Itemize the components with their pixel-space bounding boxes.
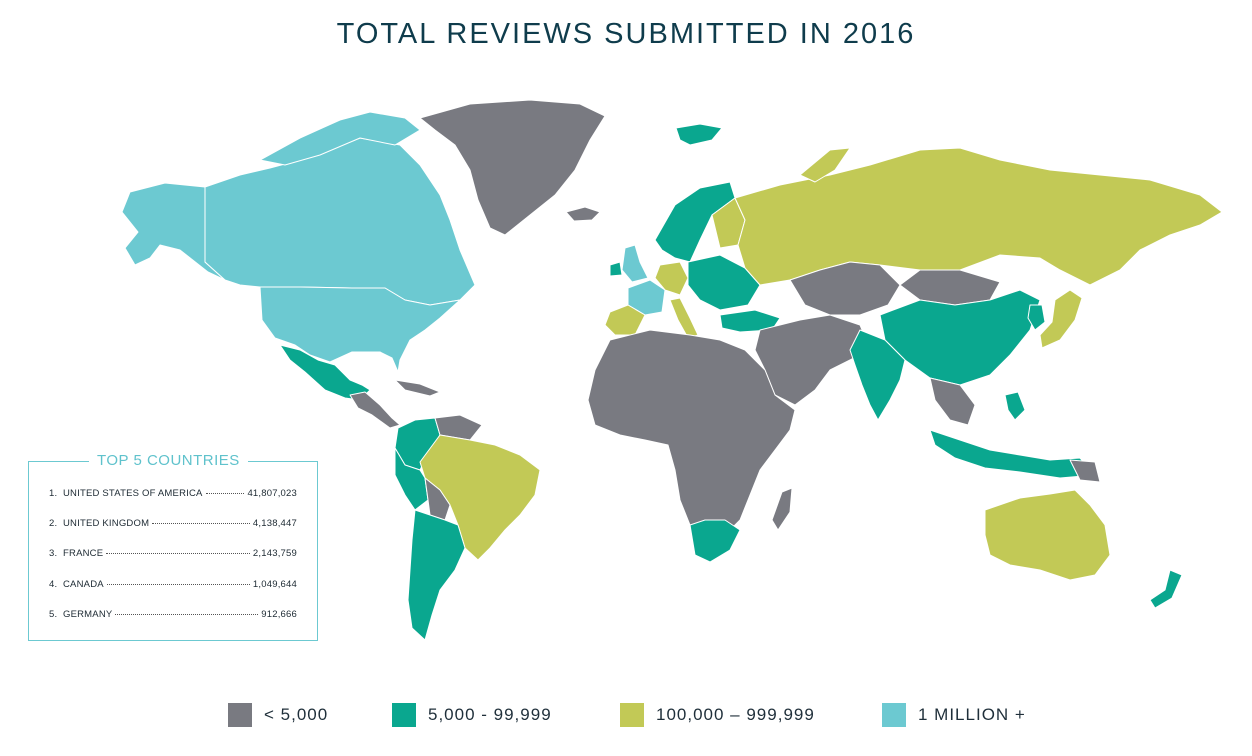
region-central-america [349,391,401,429]
row-value: 41,807,023 [247,488,297,499]
row-rank: 3. [49,548,58,559]
row-leader-dots [115,614,259,615]
region-china [879,289,1041,386]
region-argentina [407,509,466,641]
legend-label: 100,000 – 999,999 [656,705,815,724]
region-japan [1039,289,1083,349]
legend-swatch [228,703,252,727]
region-ireland [609,261,623,277]
legend-swatch [392,703,416,727]
region-greenland [419,99,606,236]
row-country: FRANCE [63,548,104,559]
region-south-africa [689,519,741,563]
row-country: UNITED STATES OF AMERICA [63,488,203,499]
region-arctic-islands [259,111,421,166]
map-legend: < 5,000 5,000 - 99,999 100,000 – 999,999… [0,702,1252,730]
row-value: 1,049,644 [252,579,297,590]
region-philippines [1004,391,1026,421]
row-country: UNITED KINGDOM [63,518,150,529]
row-country: GERMANY [63,609,113,620]
region-canada [204,137,476,306]
region-korea [1027,304,1046,331]
top-country-row: 1. UNITED STATES OF AMERICA 41,807,023 [49,488,297,502]
region-caribbean [394,379,441,397]
top-country-row: 5. GERMANY 912,666 [49,609,297,623]
legend-item: 1 MILLION + [882,702,1026,728]
legend-item: < 5,000 [228,702,328,728]
row-leader-dots [106,584,250,585]
legend-swatch [882,703,906,727]
legend-label: 5,000 - 99,999 [428,705,552,724]
row-leader-dots [152,523,250,524]
region-novaya-zemlya [799,147,851,183]
region-uk [621,244,649,283]
legend-item: 5,000 - 99,999 [392,702,552,728]
region-mexico [279,344,371,401]
top-countries-heading: TOP 5 COUNTRIES [89,452,248,469]
top-countries-box: TOP 5 COUNTRIES 1. UNITED STATES OF AMER… [28,452,318,641]
region-mongolia [899,269,1001,306]
row-rank: 1. [49,488,58,499]
region-africa [587,329,796,541]
row-rank: 2. [49,518,58,529]
row-rank: 5. [49,609,58,620]
region-papua [1069,459,1101,483]
region-se-asia [929,377,976,426]
row-rank: 4. [49,579,58,590]
region-east-europe [687,254,761,311]
region-madagascar [771,487,793,531]
row-country: CANADA [63,579,104,590]
legend-item: 100,000 – 999,999 [620,702,815,728]
map-title: TOTAL REVIEWS SUBMITTED IN 2016 [336,18,916,50]
legend-swatch [620,703,644,727]
row-leader-dots [205,493,245,494]
region-central-asia [789,261,901,316]
region-germany [654,261,689,296]
region-italy [669,297,699,339]
legend-label: < 5,000 [264,705,329,724]
top-country-row: 2. UNITED KINGDOM 4,138,447 [49,518,297,532]
row-value: 912,666 [261,609,297,620]
region-usa [259,286,461,373]
region-venezuela [434,414,483,441]
region-new-zealand [1149,569,1183,609]
top-country-row: 4. CANADA 1,049,644 [49,579,297,593]
region-indonesia [929,429,1096,479]
region-india [849,329,906,421]
row-leader-dots [106,553,250,554]
region-svalbard [675,123,723,146]
top-country-row: 3. FRANCE 2,143,759 [49,548,297,562]
row-value: 2,143,759 [252,548,297,559]
region-australia [984,489,1111,581]
legend-label: 1 MILLION + [918,705,1026,724]
region-iceland [565,206,601,222]
row-value: 4,138,447 [252,518,297,529]
